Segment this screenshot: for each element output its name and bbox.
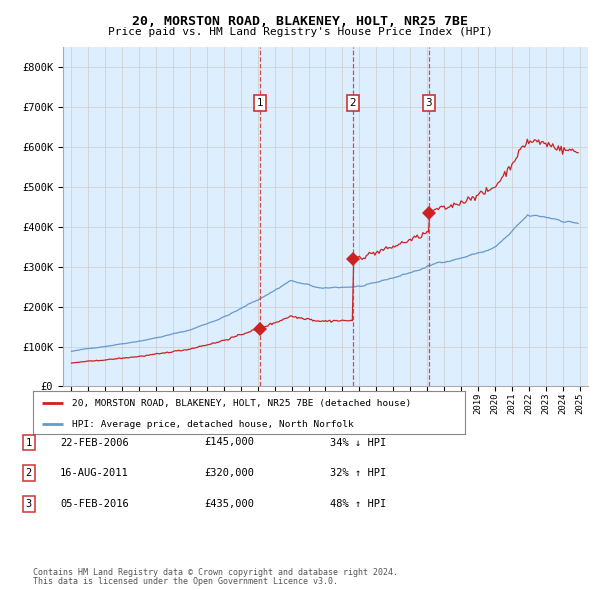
- Text: £145,000: £145,000: [204, 438, 254, 447]
- Text: 1: 1: [26, 438, 32, 447]
- Text: 32% ↑ HPI: 32% ↑ HPI: [330, 468, 386, 478]
- Text: 34% ↓ HPI: 34% ↓ HPI: [330, 438, 386, 447]
- Text: 20, MORSTON ROAD, BLAKENEY, HOLT, NR25 7BE (detached house): 20, MORSTON ROAD, BLAKENEY, HOLT, NR25 7…: [72, 399, 411, 408]
- Text: £320,000: £320,000: [204, 468, 254, 478]
- Text: 3: 3: [425, 98, 432, 108]
- Text: Price paid vs. HM Land Registry's House Price Index (HPI): Price paid vs. HM Land Registry's House …: [107, 27, 493, 37]
- Text: This data is licensed under the Open Government Licence v3.0.: This data is licensed under the Open Gov…: [33, 578, 338, 586]
- Text: 3: 3: [26, 499, 32, 509]
- Text: 2: 2: [350, 98, 356, 108]
- Text: 2: 2: [26, 468, 32, 478]
- Text: £435,000: £435,000: [204, 499, 254, 509]
- Text: HPI: Average price, detached house, North Norfolk: HPI: Average price, detached house, Nort…: [72, 420, 353, 429]
- Text: Contains HM Land Registry data © Crown copyright and database right 2024.: Contains HM Land Registry data © Crown c…: [33, 568, 398, 577]
- Text: 20, MORSTON ROAD, BLAKENEY, HOLT, NR25 7BE: 20, MORSTON ROAD, BLAKENEY, HOLT, NR25 7…: [132, 15, 468, 28]
- Text: 05-FEB-2016: 05-FEB-2016: [60, 499, 129, 509]
- Text: 1: 1: [257, 98, 263, 108]
- Text: 48% ↑ HPI: 48% ↑ HPI: [330, 499, 386, 509]
- Text: 22-FEB-2006: 22-FEB-2006: [60, 438, 129, 447]
- Text: 16-AUG-2011: 16-AUG-2011: [60, 468, 129, 478]
